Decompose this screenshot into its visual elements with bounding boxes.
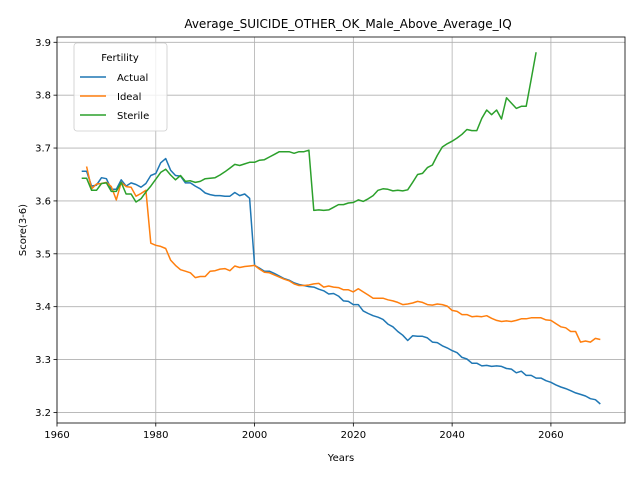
legend-label-ideal: Ideal bbox=[117, 92, 141, 103]
y-tick-label: 3.2 bbox=[35, 408, 51, 419]
series-line-actual bbox=[81, 157, 601, 405]
legend-label-sterile: Sterile bbox=[117, 111, 149, 122]
y-axis-label: Score(3-6) bbox=[18, 204, 29, 256]
y-tick-label: 3.7 bbox=[35, 144, 51, 155]
chart-title: Average_SUICIDE_OTHER_OK_Male_Above_Aver… bbox=[184, 17, 511, 31]
series-line-sterile bbox=[81, 52, 537, 212]
y-tick-label: 3.8 bbox=[35, 91, 51, 102]
series-line-ideal bbox=[85, 166, 601, 343]
y-tick-label: 3.9 bbox=[35, 38, 51, 49]
legend-items: Actual Ideal Sterile bbox=[80, 73, 149, 122]
y-tick-label: 3.5 bbox=[35, 249, 51, 260]
y-tick-label: 3.6 bbox=[35, 196, 51, 207]
grid bbox=[56, 37, 625, 423]
plot-frame bbox=[56, 36, 626, 424]
legend-box bbox=[73, 42, 168, 132]
x-tick-label: 1980 bbox=[143, 430, 168, 441]
series-lines bbox=[81, 52, 601, 405]
x-tick-label: 2020 bbox=[341, 430, 366, 441]
legend: Fertility Actual Ideal Sterile bbox=[73, 42, 168, 132]
y-tick-label: 3.3 bbox=[35, 355, 51, 366]
x-tick-label: 2040 bbox=[439, 430, 464, 441]
x-tick-label: 1960 bbox=[44, 430, 69, 441]
legend-title: Fertility bbox=[101, 53, 139, 64]
legend-label-actual: Actual bbox=[117, 73, 148, 84]
x-tick-label: 2060 bbox=[538, 430, 563, 441]
x-axis-label: Years bbox=[327, 453, 354, 464]
y-tick-label: 3.4 bbox=[35, 302, 51, 313]
axis-ticks: 1960 1980 2000 2020 2040 2060 3.2 3.3 3.4 3.5 3.6 3… bbox=[35, 38, 564, 441]
x-tick-label: 2000 bbox=[242, 430, 267, 441]
